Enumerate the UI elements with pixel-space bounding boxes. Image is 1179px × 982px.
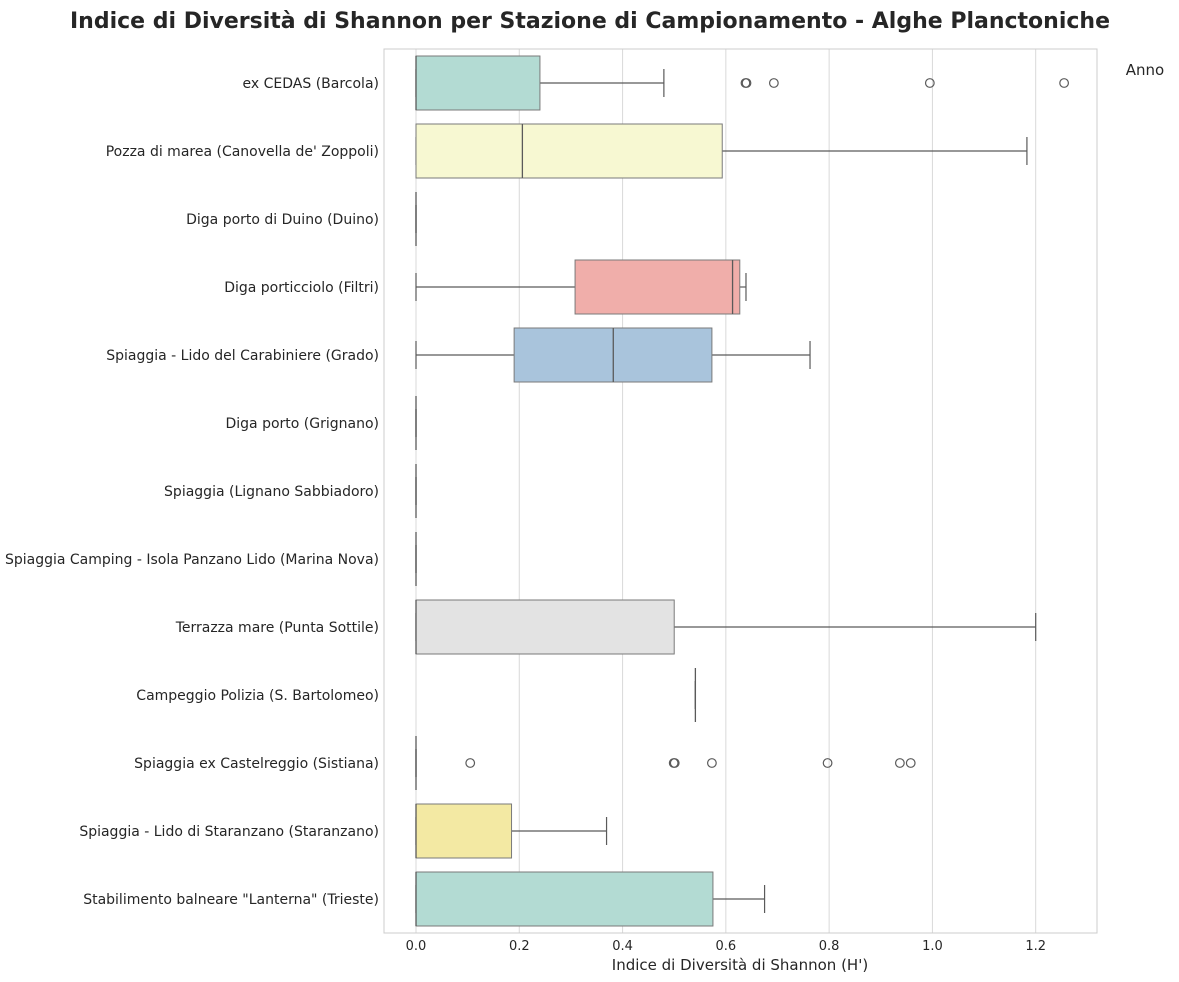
station-label: Diga porto di Duino (Duino) [186,212,379,228]
outlier-point [768,78,779,88]
station-box [415,123,1028,179]
plot-frame [383,48,1098,934]
x-tick-label: 0.8 [819,939,840,954]
station-label: Stabilimento balneare "Lanterna" (Triest… [83,892,379,908]
iqr-box [415,871,714,927]
outlier-point [905,758,916,768]
station-label: Spiaggia - Lido di Staranzano (Staranzan… [79,824,379,840]
station-box [415,599,1037,655]
x-tick-label: 0.4 [612,939,633,954]
iqr-box [574,259,741,315]
station-label: Diga porticciolo (Filtri) [224,280,379,296]
x-tick-label: 1.0 [922,939,943,954]
outlier-point [894,758,905,768]
station-label: Terrazza mare (Punta Sottile) [175,620,379,636]
outlier-point [924,78,935,88]
iqr-box [415,123,723,179]
station-label: Spiaggia ex Castelreggio (Sistiana) [134,756,379,772]
x-tick-label: 0.0 [406,939,427,954]
x-tick-label: 1.2 [1025,939,1046,954]
outlier-point [669,758,680,768]
iqr-box [415,55,541,111]
station-box [415,803,608,859]
x-tick-label: 0.2 [509,939,530,954]
station-label: ex CEDAS (Barcola) [243,76,379,92]
iqr-box [415,599,675,655]
station-label: Diga porto (Grignano) [226,416,380,432]
station-label: Campeggio Polizia (S. Bartolomeo) [136,688,379,704]
station-box [415,259,747,315]
station-box [415,55,1070,111]
outlier-point [1059,78,1070,88]
iqr-box [415,803,513,859]
station-label: Spiaggia Camping - Isola Panzano Lido (M… [5,552,379,568]
station-label: Spiaggia (Lignano Sabbiadoro) [164,484,379,500]
outlier-point [822,758,833,768]
station-box [415,871,766,927]
grid-lines [415,49,1037,933]
station-label: Pozza di marea (Canovella de' Zoppoli) [106,144,379,160]
x-axis-label: Indice di Diversità di Shannon (H') [612,956,868,974]
x-tick-label: 0.6 [716,939,737,954]
boxes [415,55,1070,927]
outlier-point [465,758,476,768]
station-label: Spiaggia - Lido del Carabiniere (Grado) [106,348,379,364]
outlier-point [741,78,752,88]
chart-title: Indice di Diversità di Shannon per Stazi… [70,9,1110,34]
y-tick-labels: ex CEDAS (Barcola) Pozza di marea (Canove… [5,76,379,908]
station-box [415,327,811,383]
legend-title: Anno [1126,61,1164,79]
outlier-point [707,758,717,768]
x-tick-labels: 0.0 0.2 0.4 0.6 0.8 1.0 1.2 [406,939,1046,954]
station-box [415,736,916,790]
